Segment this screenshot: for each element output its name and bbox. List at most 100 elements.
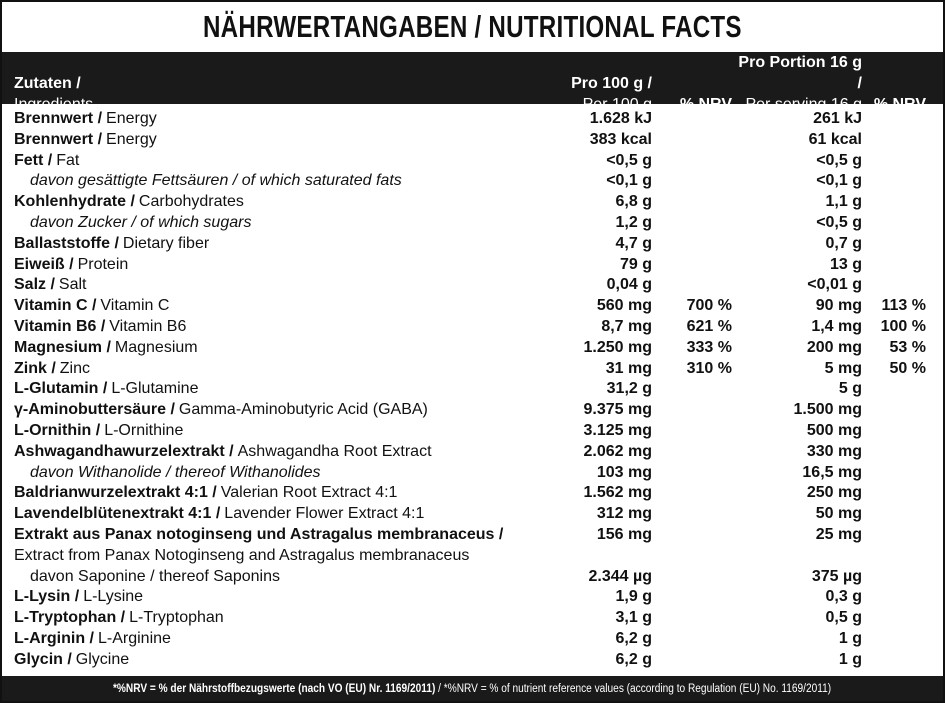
table-row: L-Ornithin / L-Ornithine 3.125 mg 500 mg [2,421,943,442]
ingredient-cell: Glycin / Glycine [14,650,560,671]
value-cell: 1.628 kJ [560,109,652,130]
ingredient-name: L-Glutamin / [14,380,108,398]
value-cell: <0,5 g [560,151,652,172]
header-cell: Pro Portion 16 g / Per serving 16 g [732,52,862,115]
table-row: Vitamin C / Vitamin C 560 mg 700 % 90 mg 113 … [2,296,943,317]
ingredient-name: L-Tryptophan / [14,609,126,627]
table-row: Ashwagandhawurzelextrakt / Ashwagandha Ro… [2,442,943,463]
per-100g: 2.062 mg [583,442,652,460]
ingredient-name: Salz / [14,276,55,294]
ingredient-name: Extrakt aus Panax notoginseng und Astrag… [14,525,504,543]
per-serving: 500 mg [806,421,862,439]
ingredient-cell: Vitamin C / Vitamin C [14,296,560,317]
ingredient-cell: Zink / Zinc [14,359,560,380]
per-serving: 0,7 g [825,234,862,252]
ingredient-cell: L-Lysin / L-Lysine [14,587,560,608]
ingredient-sub: davon Withanolide / thereof Withanolides [30,463,321,481]
value-cell: 0,04 g [560,275,652,296]
value-cell: 200 mg [732,338,862,359]
ingredient-translation: Vitamin C [100,297,170,315]
value-cell: 13 g [732,255,862,276]
per-serving: 200 mg [806,338,862,356]
table-row: Lavendelblütenextrakt 4:1 /Lavender Flow… [2,504,943,525]
ingredient-cell: L-Glutamin / L-Glutamine [14,379,560,400]
ingredient-cell: Brennwert / Energy [14,109,560,130]
ingredient-cell: Lavendelblütenextrakt 4:1 /Lavender Flow… [14,504,560,525]
per-serving: 1.500 mg [793,401,862,419]
ingredient-sub: davon Zucker / of which sugars [30,213,252,231]
header-cell: Zutaten / Ingredients [14,73,560,115]
value-cell: 16,5 mg [732,463,862,484]
table-row: Magnesium / Magnesium 1.250 mg 333 % 200 mg 5… [2,338,943,359]
ingredient-name: Brennwert / [14,110,103,127]
ingredient-cell: Vitamin B6 /Vitamin B6 [14,317,560,338]
table-row: γ-Aminobuttersäure / Gamma-Aminobutyric A… [2,400,943,421]
nrv-serving: 53 % [889,338,926,356]
value-cell: 700 % [652,296,732,317]
value-cell: 0,5 g [732,608,862,629]
per-100g: 1,2 g [615,213,652,231]
per-100g: 8,7 mg [601,317,652,335]
per-serving: <0,1 g [816,172,862,190]
value-cell: 310 % [652,359,732,380]
value-cell: 621 % [652,317,732,338]
value-cell: <0,5 g [732,213,862,234]
value-cell: 1,1 g [732,192,862,213]
ingredient-translation: Salt [58,276,87,294]
per-100g: <0,5 g [606,151,652,169]
value-cell: 5 mg [732,359,862,380]
value-cell: 50 mg [732,504,862,525]
ingredient-cell: Extrakt aus Panax notoginseng und Astrag… [14,525,560,567]
ingredient-cell: davon Withanolide / thereof Withanolides [14,463,560,484]
per-100g: 1.250 mg [583,338,652,356]
header-cell: % NRV [652,94,732,115]
ingredient-translation: Magnesium [114,338,198,356]
header-text: % NRV [679,96,732,113]
per-serving: 5 mg [824,359,862,377]
value-cell: 100 % [862,317,926,338]
value-cell: 2.062 mg [560,442,652,463]
header-text: Zutaten / [14,75,81,92]
value-cell: 61 kcal [732,130,862,151]
per-100g: 2.344 µg [588,567,652,585]
value-cell: 6,2 g [560,650,652,671]
ingredient-translation: Extract from Panax Notoginseng and Astra… [14,546,470,564]
value-cell: 500 mg [732,421,862,442]
value-cell: 330 mg [732,442,862,463]
ingredient-cell: Eiweiß / Protein [14,255,560,276]
per-100g: 3.125 mg [583,421,652,439]
per-100g: 9.375 mg [583,401,652,419]
value-cell: 560 mg [560,296,652,317]
ingredient-sub: davon gesättigte Fettsäuren / of which s… [30,172,402,190]
ingredient-cell: L-Ornithin / L-Ornithine [14,421,560,442]
per-serving: 250 mg [806,484,862,502]
per-serving: 90 mg [815,297,862,315]
nrv-100g: 333 % [686,338,732,356]
ingredient-name: Glycin / [14,650,72,668]
table-row: Eiweiß / Protein 79 g 13 g [2,255,943,276]
ingredient-cell: davon Saponine / thereof Saponins [14,567,560,588]
value-cell: 2.344 µg [560,567,652,588]
ingredient-name: Ballaststoffe / [14,234,119,252]
ingredient-translation: Protein [77,255,129,273]
ingredient-translation: Valerian Root Extract 4:1 [220,484,398,502]
ingredient-name: Fett / [14,151,53,169]
per-serving: 5 g [838,380,862,398]
value-cell: <0,1 g [732,171,862,192]
value-cell: 250 mg [732,483,862,504]
ingredient-cell: L-Arginin / L-Arginine [14,629,560,650]
table-row: Ballaststoffe / Dietary fiber 4,7 g 0,7 g [2,234,943,255]
value-cell: 3.125 mg [560,421,652,442]
value-cell: 31 mg [560,359,652,380]
ingredient-name: Magnesium / [14,338,111,356]
table-row: L-Lysin / L-Lysine 1,9 g 0,3 g [2,587,943,608]
per-100g: 1.628 kJ [589,110,652,127]
ingredient-cell: davon Zucker / of which sugars [14,213,560,234]
ingredient-name: L-Arginin / [14,629,94,647]
value-cell: 25 mg [732,525,862,546]
footer: *%NRV = % der Nährstoffbezugswerte (nach… [2,676,943,701]
value-cell: 0,3 g [732,587,862,608]
ingredient-name: Brennwert / [14,130,103,148]
